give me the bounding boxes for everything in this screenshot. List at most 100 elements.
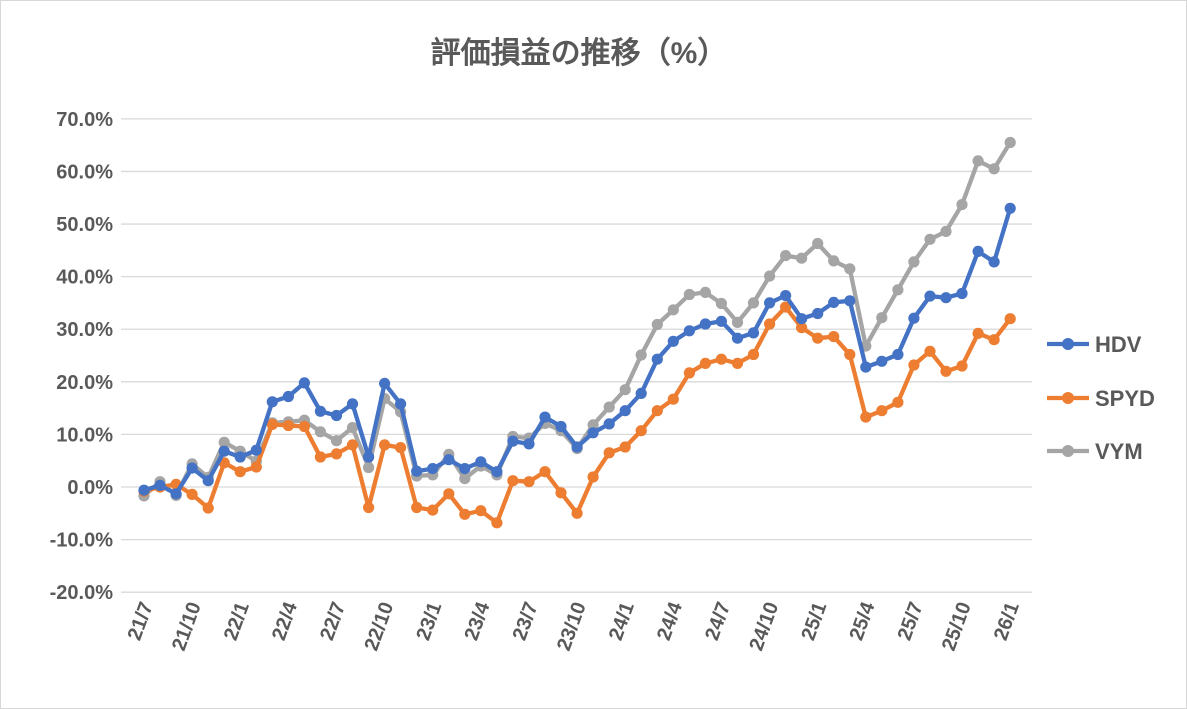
data-point-SPYD-23/12	[603, 447, 615, 459]
data-point-VYM-25/11	[972, 155, 984, 167]
data-point-VYM-22/9	[363, 461, 375, 474]
data-point-SPYD-24/9	[747, 348, 760, 361]
y-axis-tick-label: 40.0%	[56, 267, 113, 289]
data-point-VYM-24/9	[747, 297, 760, 309]
x-axis-tick-label: 22/7	[316, 599, 350, 643]
data-point-SPYD-23/10	[571, 507, 583, 519]
data-point-HDV-22/10	[379, 377, 391, 389]
data-point-VYM-25/10	[956, 199, 968, 211]
data-point-HDV-25/11	[972, 245, 984, 257]
data-point-SPYD-25/5	[876, 405, 888, 417]
data-point-SPYD-23/9	[555, 487, 567, 499]
data-point-HDV-23/2	[443, 454, 455, 466]
data-point-HDV-24/5	[683, 325, 696, 337]
data-point-VYM-22/6	[314, 426, 326, 438]
data-point-HDV-23/6	[507, 435, 519, 447]
data-point-HDV-22/3	[266, 396, 278, 408]
data-point-SPYD-22/5	[298, 420, 310, 433]
data-point-SPYD-24/3	[651, 405, 663, 417]
data-point-HDV-25/7	[908, 312, 920, 324]
x-axis-tick-label: 24/1	[605, 599, 639, 643]
data-point-VYM-24/2	[635, 349, 647, 361]
data-point-SPYD-22/9	[363, 501, 375, 514]
y-axis-tick-label: 70.0%	[56, 109, 113, 131]
gridlines	[121, 118, 1032, 593]
data-point-HDV-21/8	[154, 479, 166, 491]
data-point-HDV-23/10	[571, 441, 583, 453]
x-axis-tick-label: 24/7	[701, 599, 735, 643]
data-point-SPYD-25/12	[988, 334, 1000, 346]
data-point-SPYD-25/8	[924, 345, 936, 357]
x-axis-tick-label: 25/10	[938, 599, 976, 654]
x-axis-labels: 21/7 21/10 22/1 22/4 22/7 22/10 23/1 23/4 23/7 23…	[124, 598, 1024, 653]
data-point-SPYD-26/1	[1004, 313, 1016, 325]
series-HDV	[138, 202, 1016, 500]
data-point-HDV-25/4	[860, 361, 872, 373]
data-point-SPYD-22/12	[411, 501, 423, 514]
data-point-VYM-25/2	[828, 255, 840, 267]
data-point-VYM-24/3	[651, 318, 663, 331]
data-point-VYM-21/12	[218, 436, 230, 448]
x-axis-tick-label: 23/10	[553, 599, 591, 654]
y-axis-tick-label: -10.0%	[50, 530, 114, 552]
data-point-VYM-24/5	[683, 288, 696, 301]
data-point-HDV-22/12	[411, 465, 423, 477]
data-point-HDV-26/1	[1004, 202, 1016, 214]
x-axis-tick-label: 24/4	[653, 598, 687, 643]
data-point-SPYD-22/11	[395, 442, 407, 454]
data-point-VYM-26/1	[1004, 136, 1016, 149]
legend-dot-marker	[1062, 445, 1074, 457]
data-point-SPYD-25/10	[956, 360, 968, 372]
chart-title: 評価損益の推移（%）	[431, 36, 728, 70]
x-axis-tick-label: 22/10	[361, 599, 399, 654]
data-point-HDV-21/11	[202, 475, 214, 487]
legend-dot-marker	[1062, 338, 1074, 350]
data-point-HDV-24/11	[780, 290, 792, 302]
x-axis-tick-label: 23/4	[461, 598, 495, 643]
data-point-VYM-23/11	[587, 419, 599, 431]
data-point-VYM-22/8	[346, 422, 359, 434]
data-point-SPYD-24/11	[780, 301, 792, 313]
data-point-HDV-23/4	[475, 456, 487, 468]
data-point-SPYD-24/5	[683, 367, 696, 379]
data-point-SPYD-23/5	[491, 517, 503, 529]
data-point-HDV-25/1	[812, 307, 824, 320]
data-point-SPYD-25/3	[844, 348, 856, 361]
y-axis-tick-label: 60.0%	[56, 161, 113, 183]
data-point-SPYD-24/6	[699, 357, 712, 369]
data-point-SPYD-23/2	[443, 488, 455, 500]
data-point-VYM-25/9	[940, 225, 952, 237]
x-axis-tick-label: 25/4	[846, 598, 880, 643]
data-point-SPYD-22/6	[314, 451, 326, 463]
legend-item-VYM: VYM	[1047, 439, 1143, 464]
data-point-HDV-22/7	[330, 409, 343, 422]
data-point-HDV-24/8	[731, 332, 744, 344]
data-point-SPYD-21/11	[202, 502, 214, 514]
data-point-VYM-24/6	[699, 286, 712, 298]
data-point-VYM-24/4	[667, 304, 679, 316]
data-point-SPYD-23/8	[539, 466, 551, 478]
legend-label: VYM	[1095, 439, 1143, 464]
x-axis-tick-label: 22/4	[268, 598, 302, 643]
data-point-SPYD-25/4	[860, 411, 872, 423]
data-point-HDV-23/8	[539, 411, 551, 423]
data-point-SPYD-22/4	[282, 419, 294, 432]
data-point-HDV-23/3	[459, 463, 471, 475]
legend-item-HDV: HDV	[1047, 332, 1142, 357]
data-point-SPYD-23/7	[523, 476, 535, 488]
legend-label: HDV	[1095, 332, 1142, 357]
data-point-SPYD-25/11	[972, 327, 984, 339]
data-point-HDV-25/5	[876, 355, 888, 367]
legend-dot-marker	[1062, 392, 1074, 404]
data-point-HDV-21/12	[218, 445, 230, 457]
data-point-HDV-22/8	[346, 398, 359, 410]
data-point-HDV-23/1	[427, 463, 439, 475]
data-point-SPYD-22/3	[266, 418, 278, 430]
y-axis-tick-label: -20.0%	[50, 582, 114, 604]
legend-label: SPYD	[1095, 386, 1155, 411]
data-point-VYM-24/7	[715, 297, 728, 310]
data-point-SPYD-22/1	[234, 466, 246, 478]
data-point-HDV-24/6	[699, 318, 712, 330]
data-point-HDV-25/3	[844, 295, 856, 307]
